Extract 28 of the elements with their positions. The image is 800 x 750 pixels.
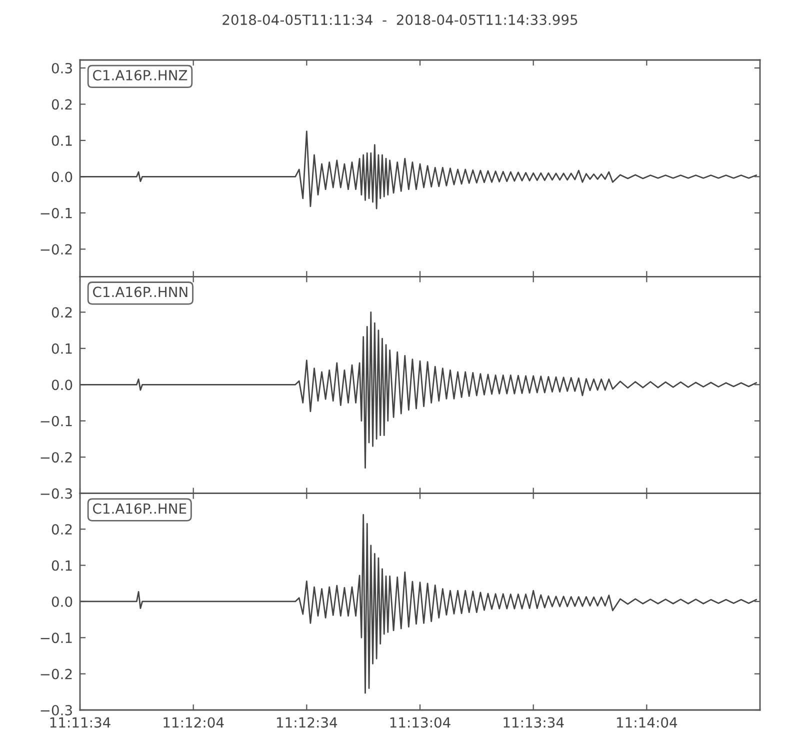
text: C1.A16P..HNN bbox=[93, 286, 188, 298]
y-tick-label: 0.0 bbox=[52, 596, 72, 607]
y-tick-label: 0.1 bbox=[52, 135, 72, 146]
x-tick-label: 11:14:04 bbox=[617, 717, 678, 728]
y-tick-label: −0.1 bbox=[40, 416, 72, 426]
y-tick-label: 0.1 bbox=[52, 343, 72, 354]
y-tick-label: 0.2 bbox=[52, 524, 72, 535]
text: C1.A16P..HNE bbox=[93, 503, 186, 514]
y-tick-label: −0.3 bbox=[40, 704, 72, 716]
x-tick-label: 11:12:04 bbox=[164, 717, 224, 728]
y-tick-label: 0.0 bbox=[52, 380, 72, 390]
legend-label: C1.A16P..HNZ bbox=[93, 70, 188, 80]
y-tick-label: −0.2 bbox=[40, 668, 72, 680]
y-tick-label: −0.2 bbox=[40, 244, 72, 255]
x-tick-label: 11:11:34 bbox=[50, 717, 110, 728]
y-tick-label: −0.1 bbox=[40, 208, 72, 218]
y-tick-label: 0.0 bbox=[52, 172, 72, 182]
y-tick-label: 0.2 bbox=[52, 307, 72, 318]
y-tick-label: −0.1 bbox=[40, 632, 72, 644]
y-tick-label: 0.3 bbox=[52, 62, 72, 74]
x-tick-label: 11:12:34 bbox=[277, 717, 338, 728]
x-tick-label: 11:13:04 bbox=[390, 717, 450, 728]
y-tick-label: 0.1 bbox=[52, 560, 72, 571]
x-tick-label: 11:13:34 bbox=[504, 717, 564, 728]
y-tick-label: −0.3 bbox=[40, 488, 72, 499]
chart-title: 2018-04-05T11:11:34 - 2018-04-05T11:14:33.995 bbox=[222, 14, 578, 26]
y-tick-label: −0.2 bbox=[40, 452, 72, 463]
y-tick-label: 0.2 bbox=[52, 99, 72, 110]
